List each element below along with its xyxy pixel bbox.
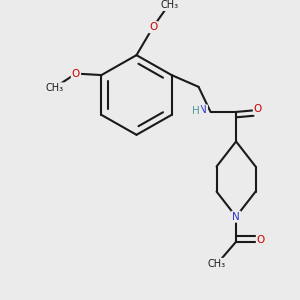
- Text: N: N: [232, 212, 240, 222]
- Text: O: O: [72, 69, 80, 79]
- Text: O: O: [149, 22, 157, 32]
- Text: CH₃: CH₃: [160, 0, 178, 10]
- Text: CH₃: CH₃: [208, 259, 226, 269]
- Text: N: N: [199, 106, 207, 116]
- Text: O: O: [254, 104, 262, 114]
- Text: H: H: [192, 106, 200, 116]
- Text: O: O: [257, 235, 265, 245]
- Text: CH₃: CH₃: [46, 83, 64, 93]
